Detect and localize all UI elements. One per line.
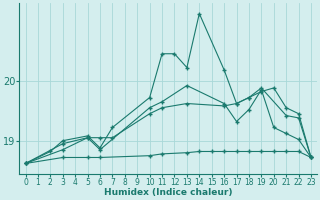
X-axis label: Humidex (Indice chaleur): Humidex (Indice chaleur): [104, 188, 233, 197]
